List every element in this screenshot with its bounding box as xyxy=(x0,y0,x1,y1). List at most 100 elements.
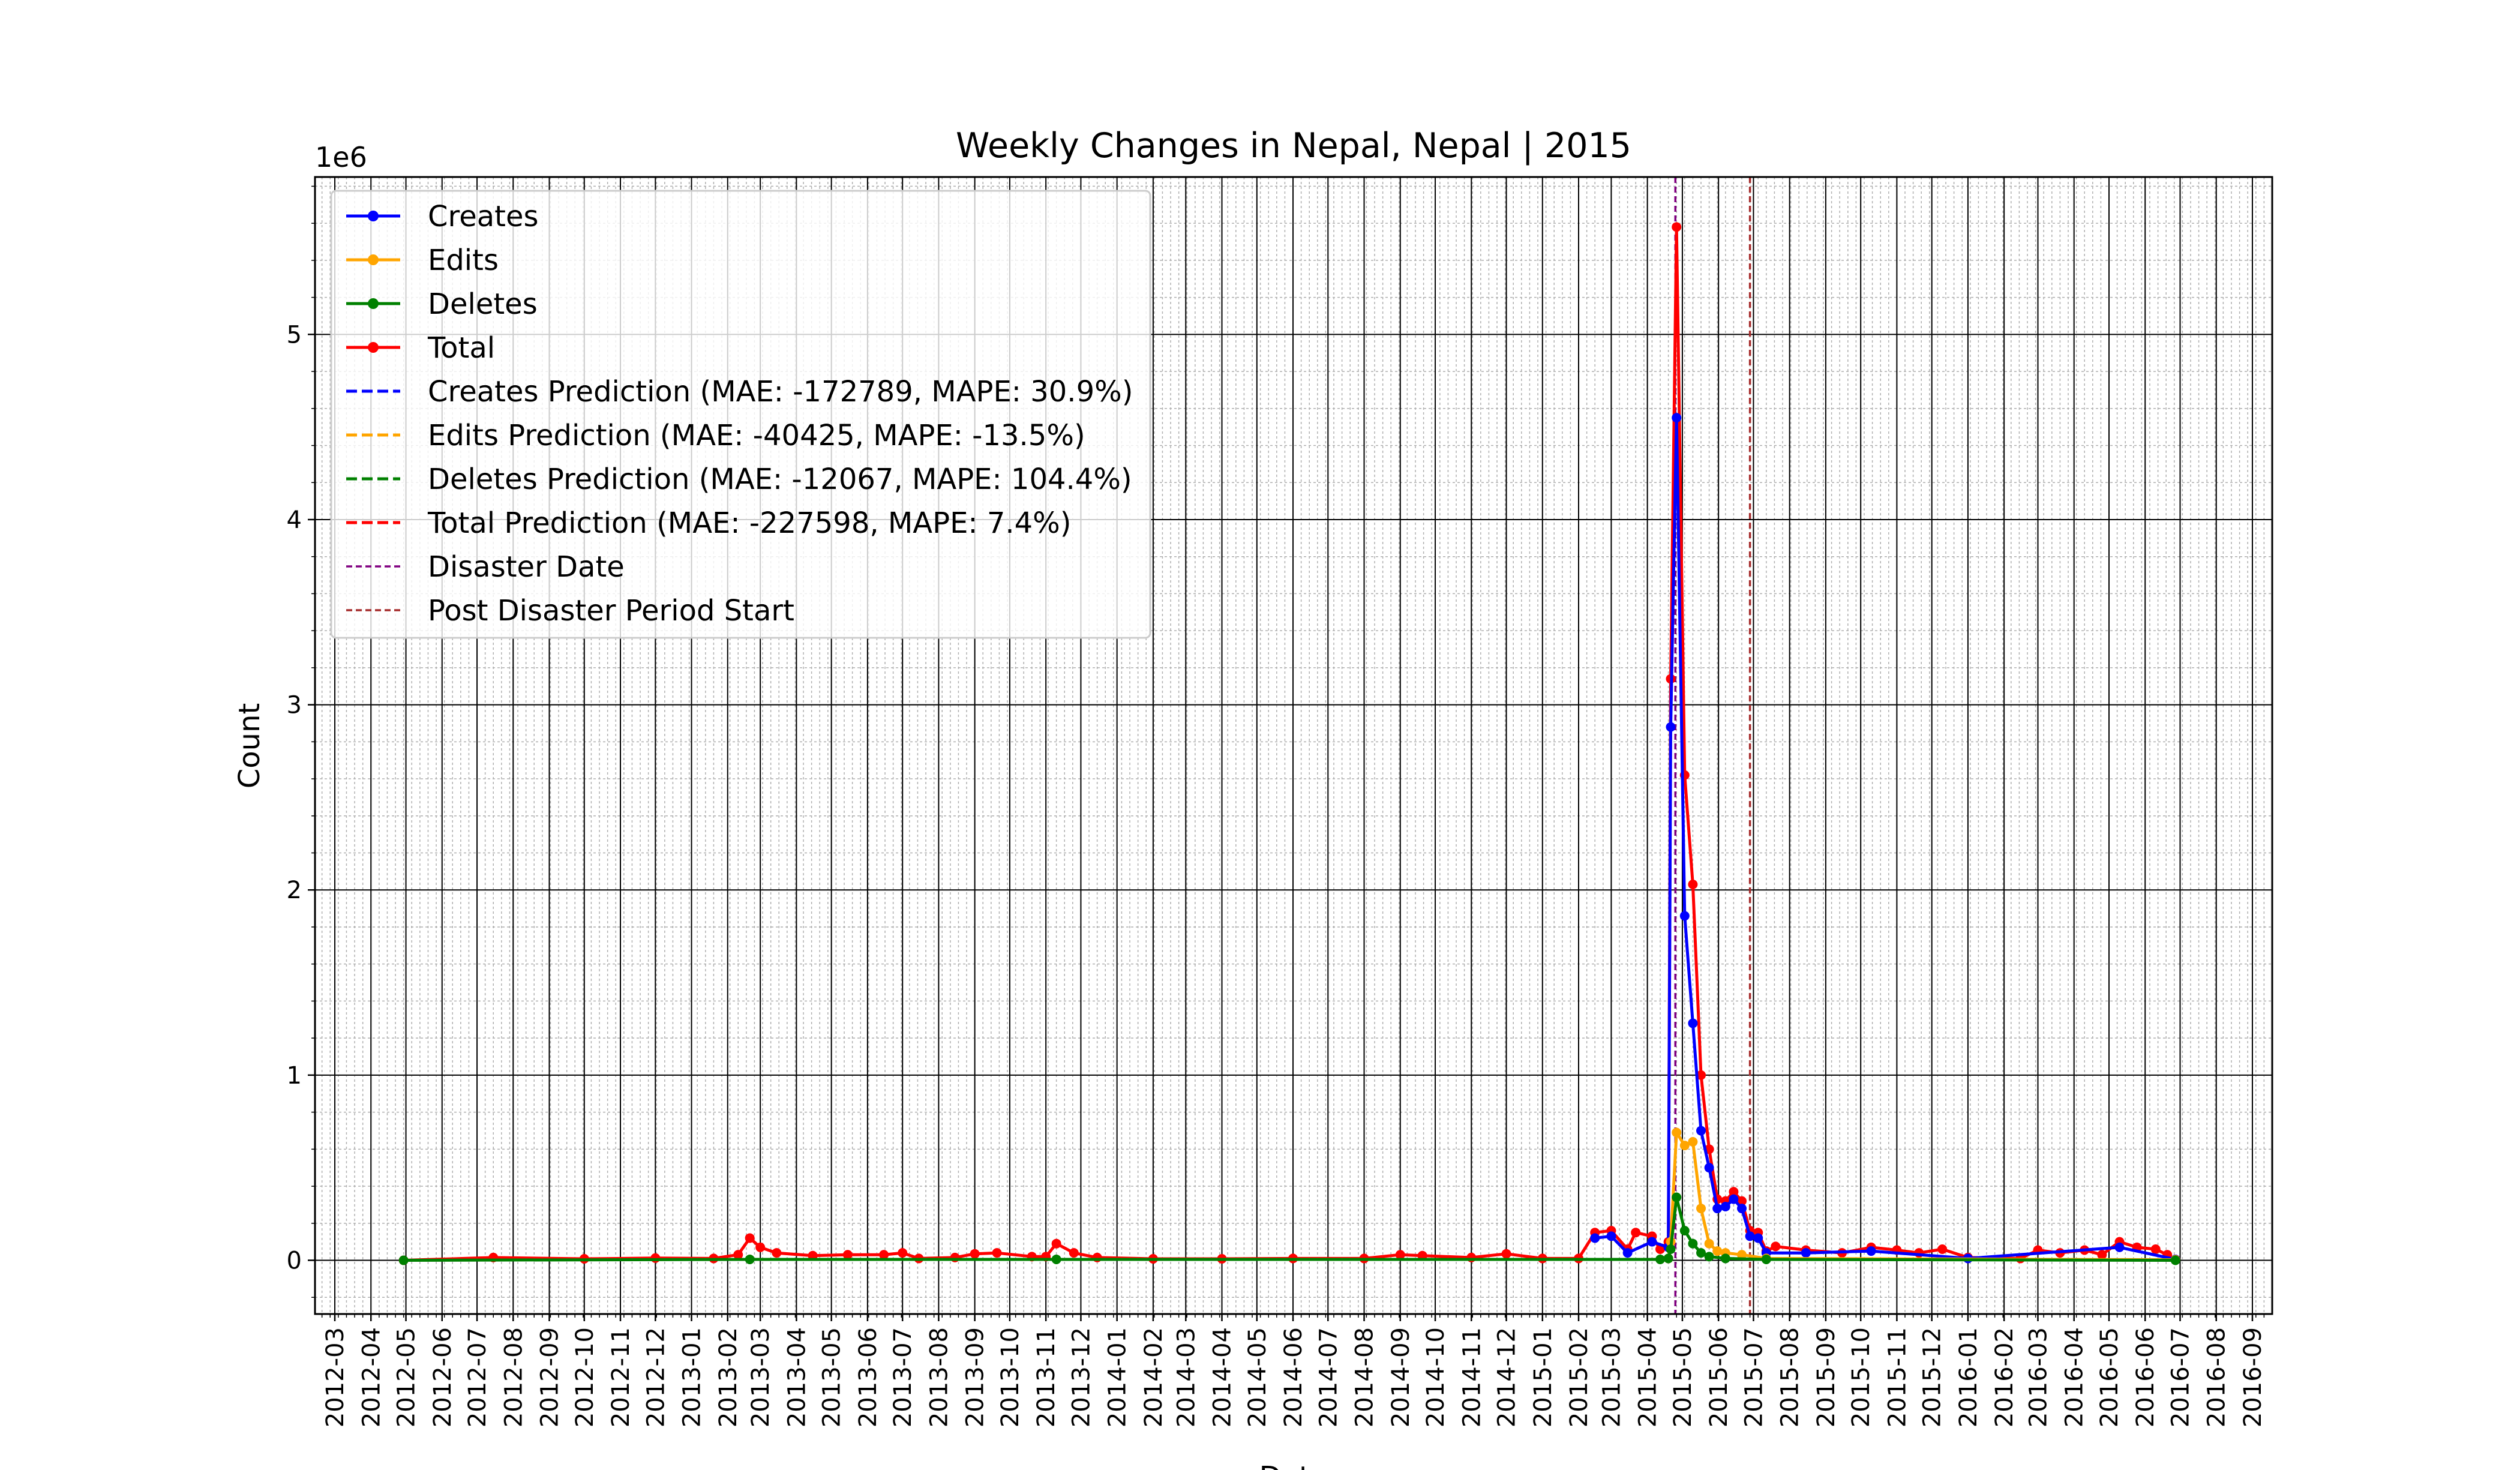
creates-point xyxy=(1647,1237,1657,1247)
x-tick-label: 2016-03 xyxy=(2024,1327,2052,1427)
x-tick-label: 2012-03 xyxy=(322,1327,349,1427)
x-tick-label: 2015-06 xyxy=(1705,1327,1733,1427)
creates-point xyxy=(1666,722,1676,732)
deletes-point xyxy=(1696,1248,1706,1258)
deletes-point xyxy=(1663,1253,1673,1264)
deletes-point xyxy=(2170,1255,2180,1265)
x-tick-label: 2015-04 xyxy=(1634,1327,1662,1427)
deletes-point xyxy=(1051,1254,1061,1264)
deletes-point xyxy=(1672,1192,1682,1202)
total-point xyxy=(879,1250,889,1260)
total-point xyxy=(1937,1244,1948,1254)
creates-point xyxy=(1866,1246,1876,1256)
creates-point xyxy=(1590,1233,1600,1243)
creates-point xyxy=(1745,1231,1755,1241)
x-tick-label: 2015-11 xyxy=(1883,1327,1911,1427)
x-tick-label: 2013-04 xyxy=(783,1327,811,1427)
legend-swatch-marker xyxy=(368,211,379,221)
total-point xyxy=(1631,1228,1641,1238)
deletes-point xyxy=(1679,1226,1690,1236)
x-tick-label: 2016-08 xyxy=(2203,1327,2231,1427)
x-tick-label: 2014-03 xyxy=(1172,1327,1200,1427)
legend-label: Deletes Prediction (MAE: -12067, MAPE: 1… xyxy=(428,463,1132,496)
deletes-point xyxy=(1720,1253,1730,1264)
x-tick-label: 2014-05 xyxy=(1244,1327,1271,1427)
x-tick-label: 2013-05 xyxy=(818,1327,846,1427)
legend-label: Edits Prediction (MAE: -40425, MAPE: -13… xyxy=(428,419,1085,452)
legend-label: Creates Prediction (MAE: -172789, MAPE: … xyxy=(428,375,1133,409)
x-tick-label: 2015-12 xyxy=(1919,1327,1946,1427)
total-point xyxy=(1696,1070,1706,1080)
y-offset-label: 1e6 xyxy=(315,141,367,173)
edits-point xyxy=(1688,1136,1698,1147)
x-axis: 2012-03 2012-04 2012-05 2012-06 2012-07 2012-… xyxy=(321,1314,2267,1427)
total-point xyxy=(1688,879,1698,889)
total-point xyxy=(1672,222,1682,232)
deletes-point xyxy=(398,1255,409,1265)
x-tick-label: 2014-09 xyxy=(1387,1327,1415,1427)
x-tick-label: 2015-03 xyxy=(1598,1327,1625,1427)
edits-point xyxy=(1704,1238,1714,1249)
total-point xyxy=(1737,1196,1747,1206)
x-tick-label: 2014-11 xyxy=(1458,1327,1486,1427)
y-tick-label: 2 xyxy=(287,877,302,904)
x-tick-label: 2014-07 xyxy=(1315,1327,1342,1427)
creates-point xyxy=(1712,1204,1723,1214)
y-axis-label: Count xyxy=(233,703,266,789)
creates-point xyxy=(1704,1163,1714,1173)
creates-point xyxy=(1729,1194,1739,1204)
y-tick-label: 0 xyxy=(287,1247,302,1274)
total-point xyxy=(970,1249,980,1259)
legend-swatch-marker xyxy=(368,254,379,265)
edits-point xyxy=(1672,1127,1682,1138)
x-tick-label: 2012-06 xyxy=(429,1327,457,1427)
x-tick-label: 2016-02 xyxy=(1991,1327,2018,1427)
creates-point xyxy=(1606,1231,1616,1241)
x-tick-label: 2015-08 xyxy=(1777,1327,1804,1427)
x-tick-label: 2012-11 xyxy=(607,1327,635,1427)
x-tick-label: 2015-05 xyxy=(1669,1327,1697,1427)
x-tick-label: 2013-12 xyxy=(1067,1327,1095,1427)
x-tick-label: 2012-07 xyxy=(464,1327,491,1427)
total-point xyxy=(2097,1250,2107,1260)
x-tick-label: 2012-12 xyxy=(642,1327,670,1427)
creates-point xyxy=(1679,911,1690,921)
legend-swatch-marker xyxy=(368,342,379,353)
deletes-point xyxy=(1704,1252,1714,1262)
x-tick-label: 2015-09 xyxy=(1813,1327,1840,1427)
x-tick-label: 2014-12 xyxy=(1493,1327,1521,1427)
x-tick-label: 2014-02 xyxy=(1140,1327,1168,1427)
y-tick-label: 1 xyxy=(287,1062,302,1090)
x-tick-label: 2016-07 xyxy=(2167,1327,2195,1427)
deletes-point xyxy=(1761,1254,1771,1264)
total-point xyxy=(755,1242,766,1252)
edits-point xyxy=(1712,1246,1723,1256)
creates-point xyxy=(1622,1248,1633,1258)
total-series-line xyxy=(403,225,2176,1262)
legend-label: Post Disaster Period Start xyxy=(428,594,794,628)
legend-swatch-marker xyxy=(368,298,379,309)
creates-point xyxy=(1737,1204,1747,1214)
x-tick-label: 2013-06 xyxy=(854,1327,882,1427)
deletes-point xyxy=(1655,1254,1666,1264)
creates-point xyxy=(2114,1242,2125,1252)
edits-point xyxy=(1679,1141,1690,1151)
creates-point xyxy=(1688,1018,1698,1028)
x-tick-label: 2014-08 xyxy=(1351,1327,1379,1427)
x-tick-label: 2013-10 xyxy=(997,1327,1024,1427)
x-tick-label: 2012-05 xyxy=(393,1327,421,1427)
x-tick-label: 2013-01 xyxy=(679,1327,706,1427)
x-axis-label: Date xyxy=(1259,1460,1328,1470)
edits-point xyxy=(1737,1250,1747,1260)
x-tick-label: 2013-07 xyxy=(889,1327,917,1427)
y-tick-label: 3 xyxy=(287,692,302,719)
x-tick-label: 2012-04 xyxy=(358,1327,385,1427)
legend-label: Total Prediction (MAE: -227598, MAPE: 7.… xyxy=(427,506,1072,540)
legend-label: Deletes xyxy=(428,287,538,321)
x-tick-label: 2016-09 xyxy=(2239,1327,2267,1427)
creates-point xyxy=(1720,1201,1730,1211)
y-tick-label: 4 xyxy=(287,506,302,534)
creates-point xyxy=(1753,1233,1763,1243)
chart-title: Weekly Changes in Nepal, Nepal | 2015 xyxy=(956,126,1631,166)
